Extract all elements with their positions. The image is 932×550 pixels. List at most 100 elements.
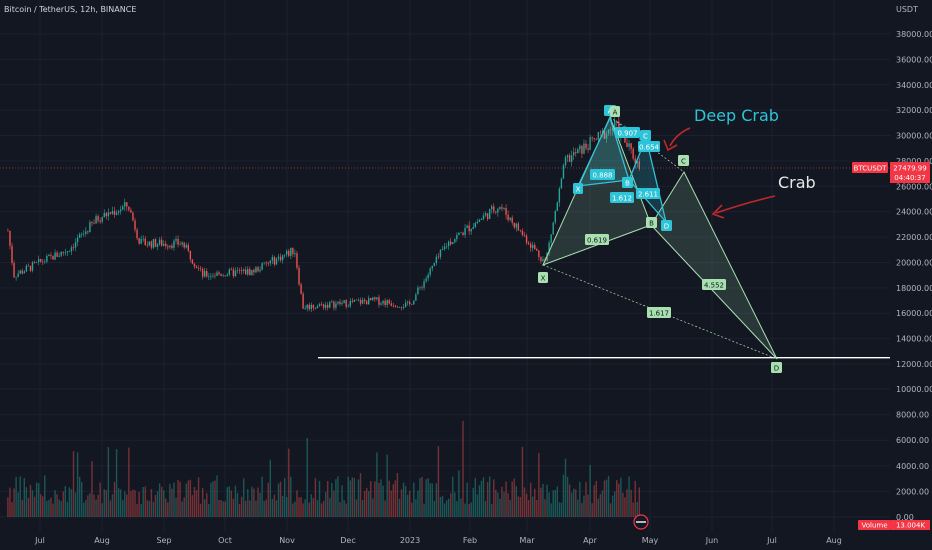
candle-body	[292, 247, 294, 255]
deep-crab-arrowhead-icon	[663, 139, 678, 152]
svg-text:A: A	[613, 109, 618, 117]
svg-text:X: X	[576, 186, 581, 194]
candle-body	[616, 120, 618, 122]
candle-body	[380, 303, 382, 305]
volume-bar	[40, 494, 42, 517]
volume-bar	[224, 501, 226, 517]
candle-body	[50, 254, 52, 256]
candle-body	[614, 120, 616, 129]
volume-bar	[575, 489, 577, 517]
volume-bar	[331, 483, 333, 517]
volume-bar	[515, 486, 518, 517]
volume-bar	[113, 481, 116, 517]
candle-body	[558, 188, 561, 203]
volume-bar	[193, 486, 196, 517]
crab-tag-b[interactable]: B	[646, 217, 657, 228]
candle-body	[509, 217, 511, 220]
deep-crab-tag-d[interactable]: D	[661, 220, 672, 231]
candle-body	[611, 128, 614, 131]
candle-body	[464, 227, 466, 236]
deep-crab-tag-x[interactable]: X	[573, 183, 583, 194]
candles	[7, 115, 641, 313]
volume-bar	[597, 498, 600, 517]
volume-bar	[345, 503, 347, 517]
volume-bar	[425, 479, 427, 517]
candle-body	[204, 271, 206, 277]
deep-crab-tag-b[interactable]: B	[622, 177, 633, 188]
price-tick-label: 2000.00	[896, 487, 929, 496]
candle-body	[505, 207, 507, 215]
candle-body	[454, 239, 456, 243]
volume-bar	[150, 489, 153, 517]
candle-body	[568, 155, 571, 162]
price-tick-label: 28000.00	[896, 157, 932, 166]
volume-bars	[7, 420, 641, 517]
volume-bar	[306, 437, 308, 517]
volume-bar	[634, 480, 636, 517]
volume-bar	[136, 504, 138, 517]
price-axis[interactable]	[890, 0, 932, 550]
candle-body	[320, 304, 323, 305]
volume-bar	[626, 489, 628, 517]
volume-bar	[13, 488, 15, 517]
volume-bar	[269, 459, 272, 517]
candle-body	[497, 208, 499, 213]
volume-bar	[536, 499, 538, 517]
time-tick-label: Jul	[766, 536, 777, 545]
candle-body	[495, 211, 497, 213]
time-axis[interactable]: Jul Aug Sep Oct Nov Dec 2023 Feb Mar Apr May Jun Jul…	[34, 536, 842, 545]
crab-tag-a[interactable]: A	[610, 106, 620, 117]
candle-body	[261, 263, 263, 270]
svg-text:0.888: 0.888	[592, 172, 612, 180]
volume-bar	[417, 490, 419, 517]
volume-bar	[419, 478, 421, 517]
volume-bar	[351, 477, 354, 517]
candle-body	[597, 132, 600, 140]
volume-bar	[124, 491, 126, 517]
candle-body	[425, 278, 427, 282]
svg-text:X: X	[541, 275, 546, 283]
deep-crab-tag-c[interactable]: C	[640, 130, 651, 141]
volume-bar	[181, 501, 183, 517]
volume-bar	[7, 497, 9, 517]
candle-body	[534, 244, 536, 250]
candle-body	[304, 308, 306, 309]
volume-bar	[525, 493, 528, 517]
candle-body	[265, 262, 267, 264]
volume-badge[interactable]: Volume 13.004K	[858, 520, 930, 530]
candle-body	[589, 137, 591, 150]
candle-body	[329, 302, 331, 308]
candle-body	[587, 148, 589, 150]
candle-body	[87, 231, 89, 233]
volume-bar	[204, 499, 206, 517]
crab-tag-d[interactable]: D	[771, 362, 782, 373]
candle-body	[573, 152, 575, 156]
candle-body	[476, 221, 479, 223]
volume-bar	[337, 476, 339, 517]
crab-tag-c[interactable]: C	[678, 155, 689, 166]
volume-bar	[468, 504, 470, 517]
candle-body	[275, 258, 278, 265]
volume-bar	[503, 491, 505, 517]
candle-body	[413, 300, 415, 305]
candle-body	[493, 206, 495, 212]
volume-bar	[607, 476, 610, 517]
volume-bar	[283, 478, 286, 517]
price-tick-label: 6000.00	[896, 436, 929, 445]
svg-text:0.619: 0.619	[587, 237, 607, 245]
candle-body	[189, 250, 192, 260]
candle-body	[19, 270, 21, 274]
volume-bar	[374, 481, 376, 517]
last-price-badge[interactable]: BTCUSDT 27479.99 04:40:37	[852, 162, 930, 183]
candle-body	[581, 145, 583, 154]
deep-crab-arrow-icon	[669, 127, 691, 147]
time-tick-label: Aug	[94, 536, 110, 545]
crab-tag-x[interactable]: X	[538, 272, 548, 283]
candle-body	[396, 306, 399, 308]
candle-body	[353, 299, 356, 302]
candle-body	[433, 263, 436, 266]
volume-bar	[601, 490, 604, 517]
candle-body	[536, 249, 538, 251]
candle-body	[556, 202, 559, 211]
